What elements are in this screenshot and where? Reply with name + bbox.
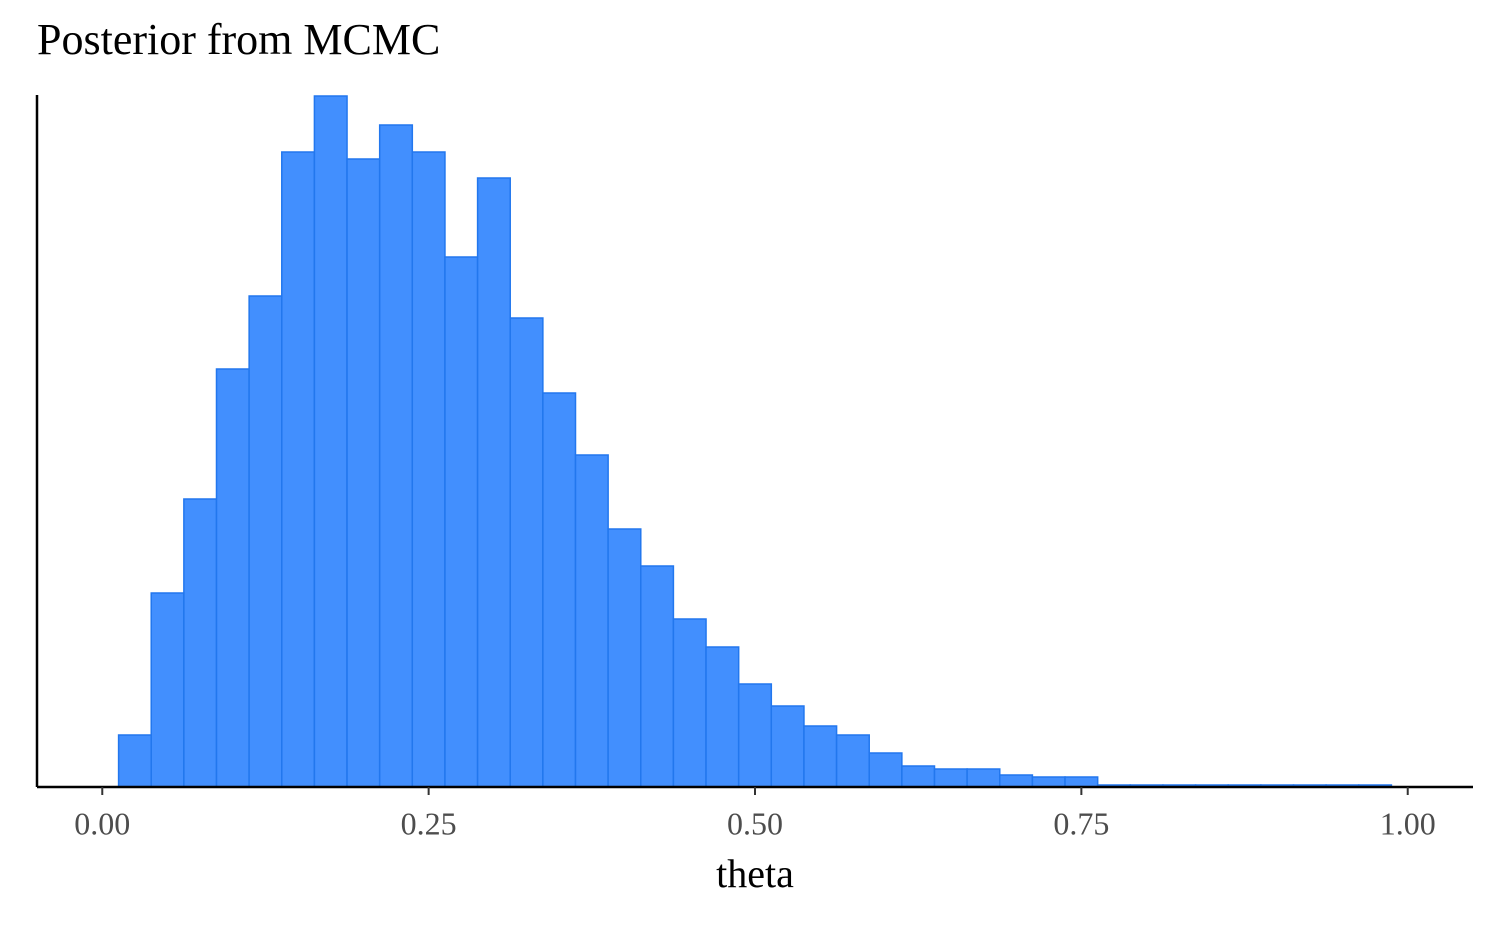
bar bbox=[574, 454, 609, 788]
bar bbox=[966, 768, 1001, 788]
bar bbox=[1031, 776, 1066, 788]
bar bbox=[933, 768, 968, 788]
bar bbox=[868, 752, 903, 788]
bar bbox=[476, 177, 511, 788]
bar bbox=[215, 368, 250, 788]
bar bbox=[346, 158, 381, 788]
bar bbox=[737, 683, 773, 788]
x-tick-label: 0.25 bbox=[401, 805, 457, 841]
bar bbox=[672, 618, 707, 788]
bar bbox=[150, 592, 185, 788]
bar bbox=[640, 565, 675, 788]
bar bbox=[313, 95, 348, 788]
bar bbox=[411, 151, 446, 788]
bar bbox=[835, 734, 870, 788]
bar bbox=[281, 151, 316, 788]
bar bbox=[117, 734, 152, 788]
bar bbox=[901, 765, 936, 788]
bar bbox=[705, 646, 740, 788]
bar bbox=[183, 498, 218, 788]
x-tick-label: 1.00 bbox=[1380, 805, 1436, 841]
bar bbox=[1064, 776, 1099, 788]
bar bbox=[248, 295, 283, 788]
bar bbox=[803, 725, 838, 788]
bar bbox=[509, 317, 544, 788]
x-axis-label: theta bbox=[716, 851, 794, 896]
bar bbox=[444, 256, 479, 788]
x-tick-label: 0.00 bbox=[74, 805, 130, 841]
x-tick-label: 0.50 bbox=[727, 805, 783, 841]
chart-title: Posterior from MCMC bbox=[37, 15, 440, 64]
bar bbox=[378, 124, 414, 788]
x-tick-label: 0.75 bbox=[1053, 805, 1109, 841]
bar bbox=[770, 705, 805, 788]
bar bbox=[607, 528, 642, 788]
bar bbox=[542, 392, 577, 788]
bar bbox=[999, 774, 1034, 788]
